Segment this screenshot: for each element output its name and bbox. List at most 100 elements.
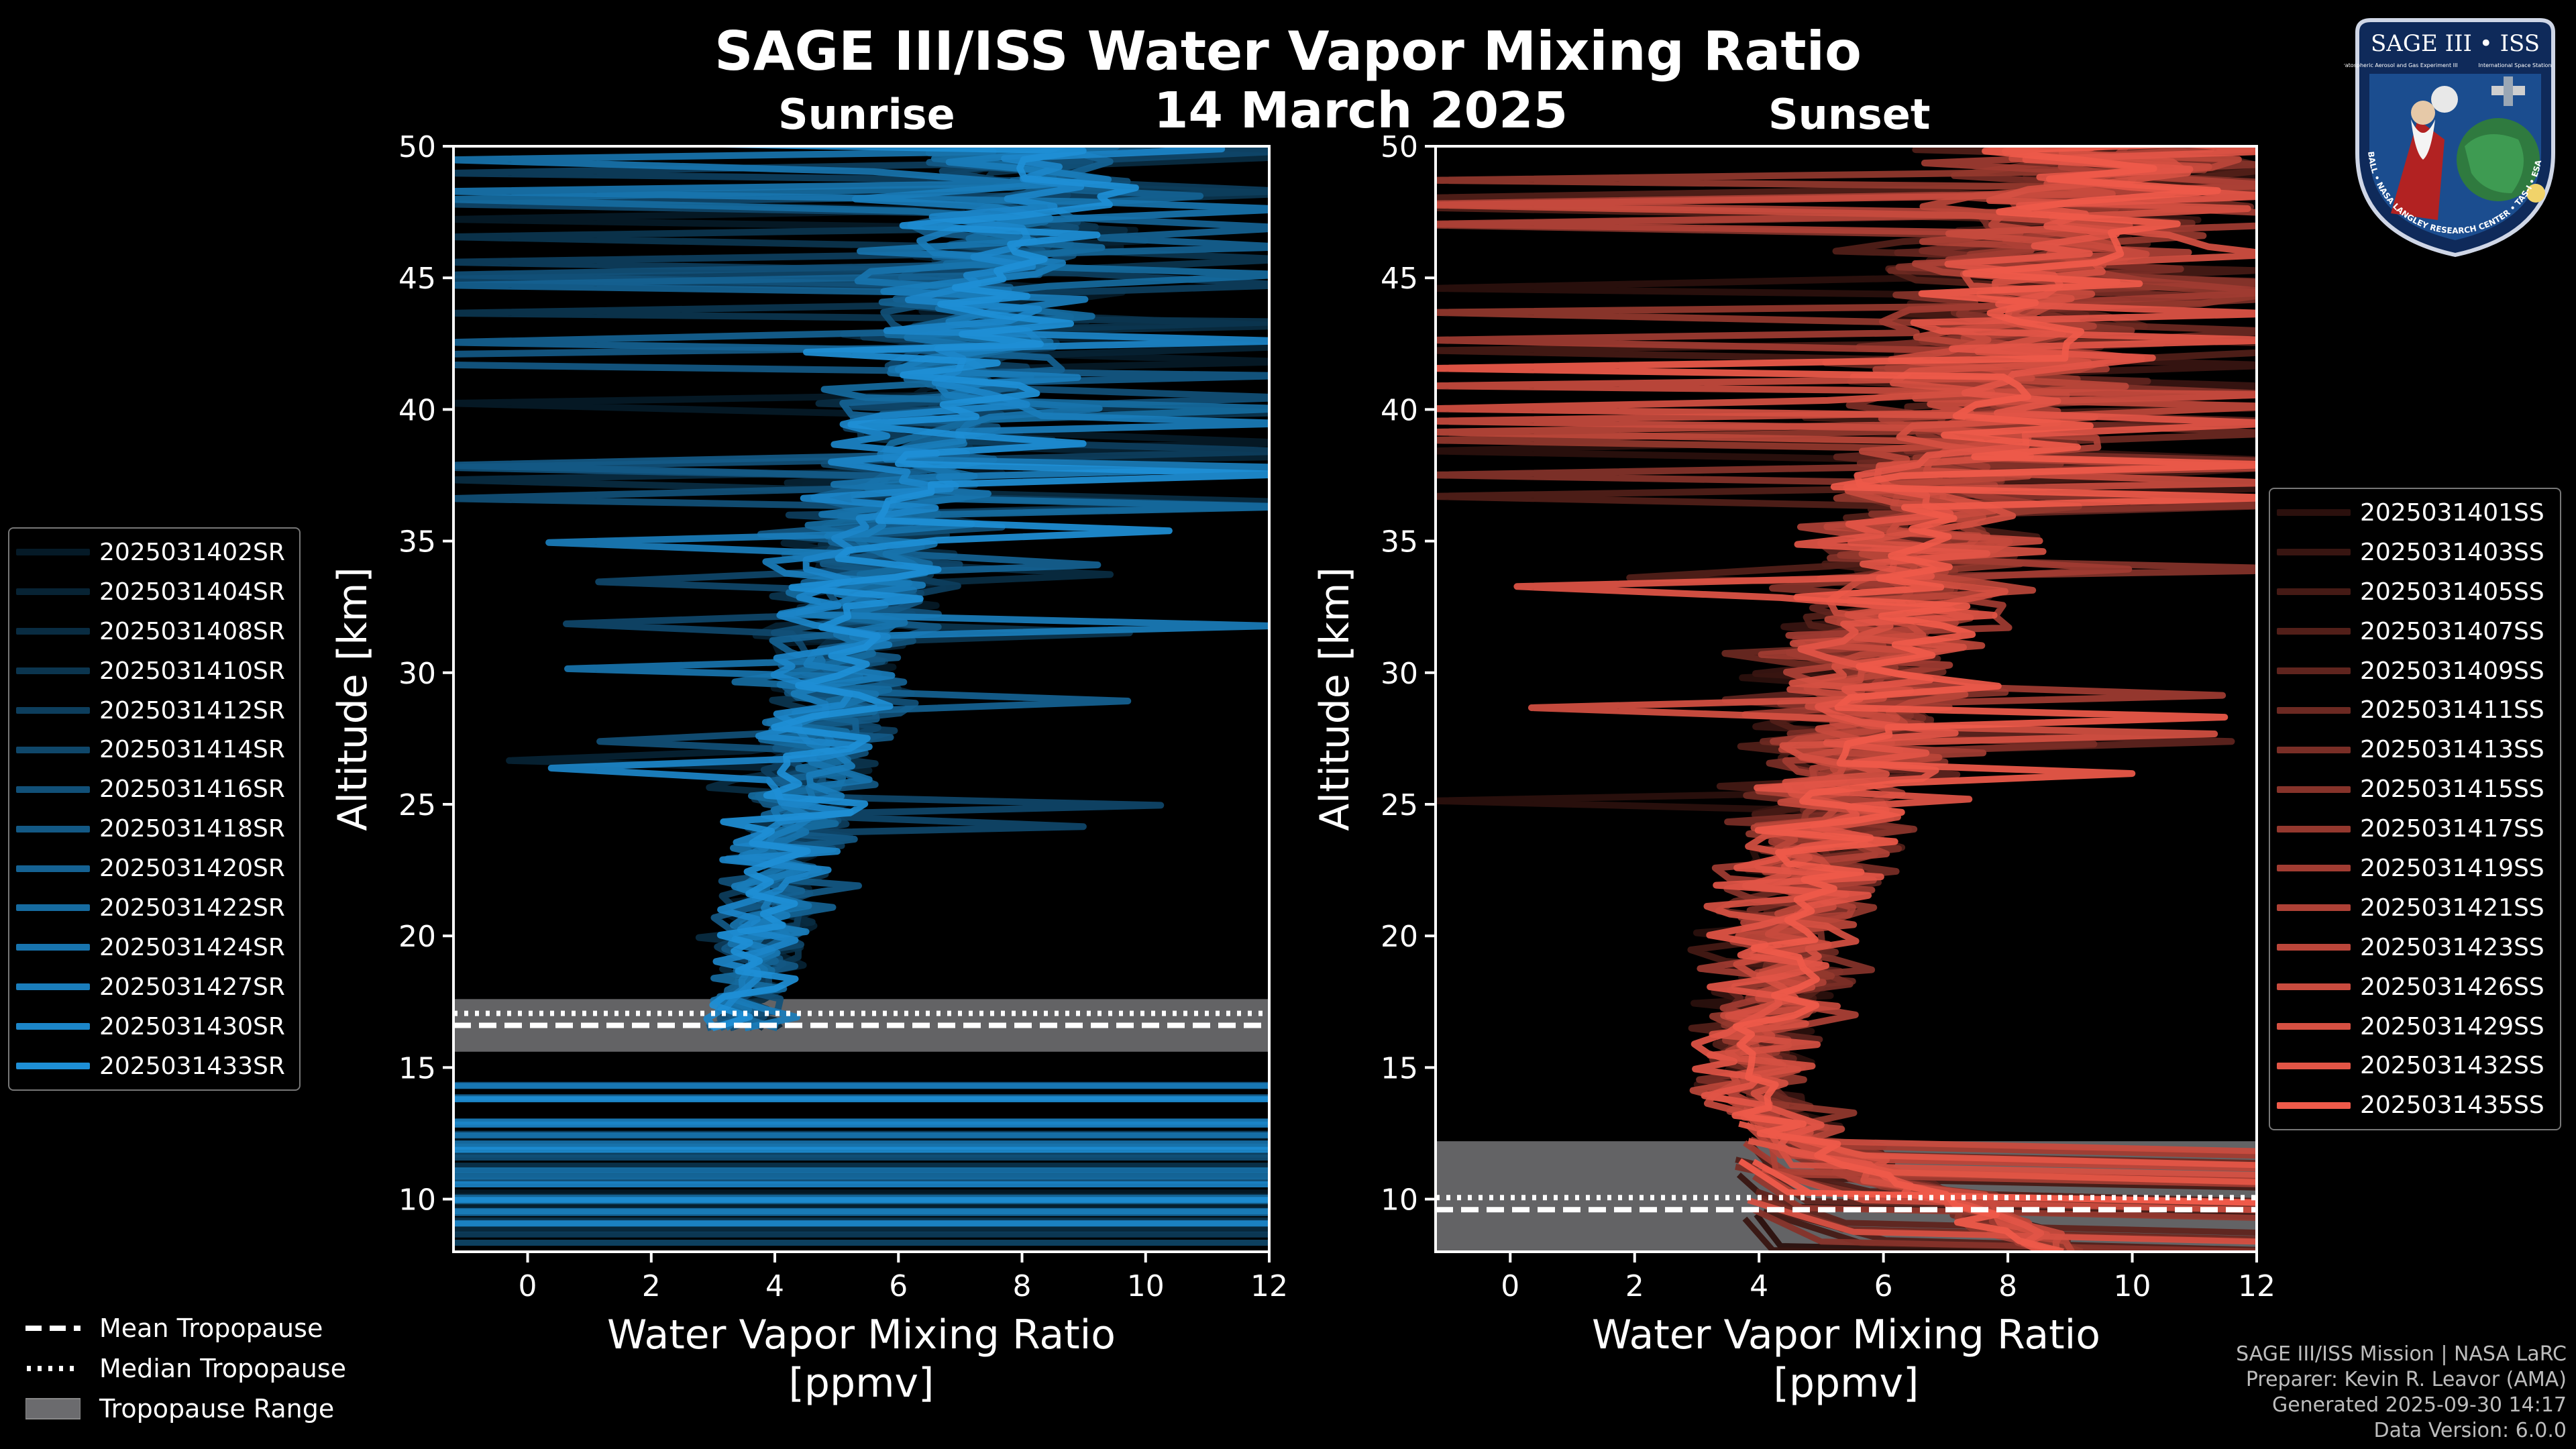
sunrise-xlabel-units: [ppmv] (789, 1360, 934, 1407)
sunset-legend-item: 2025031415SS (2277, 769, 2553, 809)
sunrise-ytick-label: 50 (398, 130, 436, 164)
sunset-legend-item: 2025031409SS (2277, 651, 2553, 691)
sunrise-xtick-label: 0 (519, 1269, 537, 1303)
sunset-legend-swatch (2277, 588, 2351, 596)
sunset-legend-label: 2025031415SS (2360, 775, 2544, 804)
tropopause-legend: Mean Tropopause Median Tropopause Tropop… (25, 1308, 346, 1429)
sunrise-profile-2025031427SR (545, 146, 1269, 1032)
sunset-xlabel: Water Vapor Mixing Ratio (1592, 1311, 2100, 1358)
sunset-ytick-label: 35 (1381, 525, 1418, 559)
sunset-legend-label: 2025031409SS (2360, 657, 2544, 685)
sunset-ytick-label: 50 (1381, 130, 1418, 164)
sunrise-legend-swatch (16, 1023, 90, 1030)
footer-generated: Generated 2025-09-30 14:17 (2271, 1393, 2567, 1417)
sunset-xtick-label: 6 (1874, 1269, 1893, 1303)
sunset-legend-item: 2025031435SS (2277, 1085, 2553, 1125)
sunset-legend-swatch (2277, 509, 2351, 517)
sunset-panel: 0 2 4 6 8 10 12 10 15 20 25 30 35 40 45 50 Water Vapor M… (1311, 130, 2275, 1407)
sunset-ytick-label: 30 (1381, 657, 1418, 691)
sunrise-legend-item: 2025031420SR (16, 849, 292, 888)
sunrise-legend-swatch (16, 944, 90, 951)
sunset-legend-swatch (2277, 1023, 2351, 1030)
sunrise-xlabel: Water Vapor Mixing Ratio (607, 1311, 1116, 1358)
sunset-legend-swatch (2277, 1062, 2351, 1069)
logo-title: SAGE III • ISS (2371, 30, 2540, 57)
sunrise-legend-item: 2025031433SR (16, 1046, 292, 1086)
sunrise-legend: 2025031402SR 2025031404SR 2025031408SR 2025… (8, 527, 301, 1091)
sunrise-legend-label: 2025031414SR (99, 736, 285, 764)
sunrise-legend-item: 2025031402SR (16, 533, 292, 572)
sunset-profile-tail (1754, 1212, 2201, 1252)
sunrise-xtick-label: 2 (642, 1269, 661, 1303)
sunset-profile-tail (1755, 1188, 2257, 1236)
sunset-profile-2025031435SS (1436, 146, 2257, 1252)
gray-band-icon (25, 1398, 80, 1419)
sunrise-legend-label: 2025031410SR (99, 657, 285, 685)
sunrise-xtick-label: 4 (765, 1269, 784, 1303)
sunset-legend: 2025031401SS 2025031403SS 2025031405SS 2025… (2269, 488, 2561, 1131)
chart-title: SAGE III/ISS Water Vapor Mixing Ratio (714, 20, 1862, 83)
sunset-legend-swatch (2277, 667, 2351, 674)
sunrise-legend-label: 2025031408SR (99, 617, 285, 645)
sunrise-legend-label: 2025031424SR (99, 933, 285, 961)
sunset-legend-item: 2025031401SS (2277, 493, 2553, 533)
dotted-line-icon (27, 1366, 80, 1371)
sunrise-legend-label: 2025031422SR (99, 894, 285, 922)
sunset-legend-item: 2025031405SS (2277, 572, 2553, 612)
sunset-legend-label: 2025031423SS (2360, 933, 2544, 961)
sunset-legend-label: 2025031405SS (2360, 578, 2544, 606)
footer-credits: SAGE III/ISS Mission | NASA LaRC Prepare… (2236, 1342, 2567, 1444)
sunset-legend-item: 2025031429SS (2277, 1007, 2553, 1046)
sunset-legend-label: 2025031435SS (2360, 1091, 2544, 1120)
sunset-legend-item: 2025031407SS (2277, 612, 2553, 651)
sunset-legend-swatch (2277, 786, 2351, 793)
chart-date: 14 March 2025 (1154, 82, 1568, 140)
sunrise-legend-label: 2025031430SR (99, 1012, 285, 1040)
sunrise-panel: 0 2 4 6 8 10 12 10 15 20 25 30 35 40 45 50 Water Vapor M… (329, 130, 1288, 1407)
sunset-ytick-label: 10 (1381, 1183, 1418, 1218)
sunrise-legend-label: 2025031402SR (99, 538, 285, 566)
sunset-legend-label: 2025031401SS (2360, 498, 2544, 527)
tropopause-range-label: Tropopause Range (99, 1394, 335, 1424)
sunrise-legend-item: 2025031412SR (16, 691, 292, 731)
sunset-xtick-label: 0 (1501, 1269, 1519, 1303)
sunset-legend-label: 2025031432SS (2360, 1052, 2544, 1080)
sunset-xtick-label: 2 (1625, 1269, 1644, 1303)
sunset-legend-label: 2025031417SS (2360, 815, 2544, 843)
sunrise-profile-2025031433SR (649, 146, 1269, 1032)
sunset-legend-label: 2025031426SS (2360, 973, 2544, 1001)
tropopause-range-entry: Tropopause Range (25, 1389, 346, 1429)
sunrise-legend-label: 2025031412SR (99, 696, 285, 724)
sunset-ytick-label: 45 (1381, 262, 1418, 296)
sunset-legend-swatch (2277, 628, 2351, 635)
sunrise-legend-swatch (16, 1063, 90, 1070)
sunset-legend-label: 2025031421SS (2360, 894, 2544, 922)
sunrise-legend-item: 2025031430SR (16, 1007, 292, 1046)
sunrise-legend-swatch (16, 786, 90, 793)
sunrise-legend-label: 2025031416SR (99, 775, 285, 804)
footer-preparer: Preparer: Kevin R. Leavor (AMA) (2245, 1368, 2567, 1391)
sunrise-legend-label: 2025031420SR (99, 855, 285, 883)
sunrise-xtick-label: 12 (1250, 1269, 1288, 1303)
sunset-ytick-label: 25 (1381, 788, 1418, 822)
sunrise-legend-item: 2025031427SR (16, 967, 292, 1007)
sunset-legend-item: 2025031403SS (2277, 533, 2553, 572)
median-tropopause-label: Median Tropopause (99, 1354, 346, 1383)
sunset-legend-label: 2025031407SS (2360, 617, 2544, 645)
logo-subtitle: Stratospheric Aerosol and Gas Experiment… (2344, 62, 2458, 68)
sunrise-xtick-label: 6 (889, 1269, 908, 1303)
sunrise-legend-swatch (16, 825, 90, 833)
sunset-legend-item: 2025031413SS (2277, 730, 2553, 769)
sunrise-legend-swatch (16, 707, 90, 714)
sunrise-legend-item: 2025031410SR (16, 651, 292, 691)
sunset-ytick-label: 15 (1381, 1051, 1418, 1085)
mean-tropopause-entry: Mean Tropopause (25, 1308, 346, 1348)
sunset-ytick-label: 40 (1381, 393, 1418, 427)
sunset-legend-item: 2025031421SS (2277, 888, 2553, 928)
sunrise-legend-swatch (16, 983, 90, 991)
sunrise-legend-label: 2025031427SR (99, 973, 285, 1001)
sunset-legend-item: 2025031417SS (2277, 809, 2553, 849)
sunrise-legend-swatch (16, 588, 90, 596)
sunrise-legend-item: 2025031404SR (16, 572, 292, 612)
sunrise-legend-item: 2025031424SR (16, 928, 292, 967)
